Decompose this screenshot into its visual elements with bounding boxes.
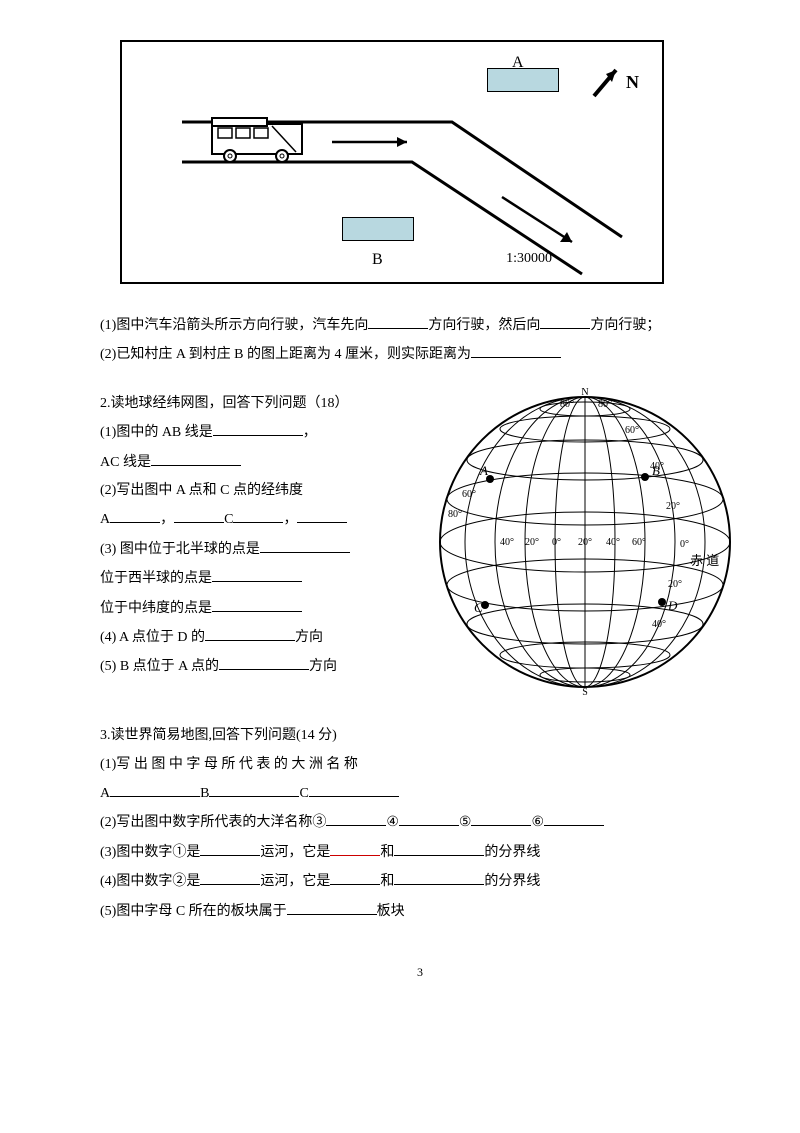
blank: [260, 538, 350, 553]
q3-4-mid1: 运河，它是: [260, 874, 330, 889]
q1-1-pre: (1)图中汽车沿箭头所示方向行驶，汽车先向: [100, 318, 368, 333]
svg-text:20°: 20°: [525, 537, 539, 548]
svg-text:B: B: [652, 463, 660, 478]
blank: [212, 567, 302, 582]
blank: [209, 782, 299, 797]
svg-text:20°: 20°: [668, 579, 682, 590]
blank: [200, 870, 260, 885]
svg-text:赤 道: 赤 道: [690, 553, 719, 568]
q3-4-mid2: 和: [380, 874, 394, 889]
svg-text:20°: 20°: [578, 537, 592, 548]
question-1: (1)图中汽车沿箭头所示方向行驶，汽车先向 方向行驶，然后向 方向行驶； (2)已知…: [100, 314, 740, 367]
q3-4-pre: (4)图中数字②是: [100, 874, 200, 889]
q2-1a: (1)图中的 AB 线是: [100, 425, 213, 440]
svg-text:60°: 60°: [625, 425, 639, 436]
svg-text:S: S: [582, 687, 588, 697]
svg-text:60°: 60°: [632, 537, 646, 548]
question-2: 2.读地球经纬网图，回答下列问题（18） (1)图中的 AB 线是 ， AC 线是…: [100, 387, 740, 705]
q1-1-end: 方向行驶；: [590, 318, 660, 333]
q3-5-pre: (5)图中字母 C 所在的板块属于: [100, 904, 287, 919]
q3-2-4: ④: [386, 815, 399, 830]
blank: [540, 314, 590, 329]
question-3: 3.读世界简易地图,回答下列问题(14 分) (1)写 出 图 中 字 母 所 …: [100, 725, 740, 923]
blank: [174, 508, 224, 523]
blank: [471, 811, 531, 826]
svg-text:80°: 80°: [560, 399, 574, 410]
blank: [200, 841, 260, 856]
q2-4-end: 方向: [295, 630, 323, 645]
blank: [151, 451, 241, 466]
svg-text:40°: 40°: [606, 537, 620, 548]
q2-3b: 位于西半球的点是: [100, 571, 212, 586]
q2-4: (4) A 点位于 D 的: [100, 630, 205, 645]
blank: [330, 841, 380, 856]
svg-text:0°: 0°: [680, 539, 689, 550]
q2-2: (2)写出图中 A 点和 C 点的经纬度: [100, 480, 420, 502]
blank: [287, 900, 377, 915]
q2-title: 2.读地球经纬网图，回答下列问题（18）: [100, 393, 420, 415]
q3-1-c: C: [299, 786, 308, 801]
blank: [309, 782, 399, 797]
blank: [205, 626, 295, 641]
q2-2-a: A: [100, 512, 110, 527]
blank: [399, 811, 459, 826]
blank: [233, 508, 283, 523]
svg-text:C: C: [474, 600, 483, 615]
q3-3-end: 的分界线: [484, 845, 540, 860]
road-lines: [122, 42, 662, 282]
q3-3-pre: (3)图中数字①是: [100, 845, 200, 860]
q2-5: (5) B 点位于 A 点的: [100, 659, 219, 674]
svg-text:D: D: [667, 598, 678, 613]
q3-5-end: 板块: [377, 904, 405, 919]
svg-text:0°: 0°: [552, 537, 561, 548]
q2-comma1: ，: [160, 512, 174, 527]
blank: [219, 655, 309, 670]
svg-text:80°: 80°: [598, 399, 612, 410]
q3-3-mid2: 和: [380, 845, 394, 860]
blank: [394, 841, 484, 856]
q3-1: (1)写 出 图 中 字 母 所 代 表 的 大 洲 名 称: [100, 754, 740, 776]
svg-text:N: N: [581, 387, 588, 398]
scale-label: 1:30000: [506, 248, 552, 270]
q3-2-6: ⑥: [531, 815, 544, 830]
blank: [394, 870, 484, 885]
q3-2-5: ⑤: [459, 815, 472, 830]
q3-1-b: B: [200, 786, 209, 801]
q2-1b: AC 线是: [100, 455, 151, 470]
q2-2-c: C: [224, 512, 233, 527]
q2-3c: 位于中纬度的点是: [100, 601, 212, 616]
blank: [110, 508, 160, 523]
road-diagram: A N B 1:30000: [120, 40, 664, 284]
svg-text:40°: 40°: [652, 619, 666, 630]
q1-2-pre: (2)已知村庄 A 到村庄 B 的图上距离为 4 厘米，则实际距离为: [100, 347, 471, 362]
q3-1-a: A: [100, 786, 110, 801]
q2-comma2: ，: [283, 512, 297, 527]
q2-1a-end: ，: [303, 425, 317, 440]
blank: [544, 811, 604, 826]
q3-title: 3.读世界简易地图,回答下列问题(14 分): [100, 725, 740, 747]
blank: [326, 811, 386, 826]
globe-diagram: N 80° 80° 60° 40° 20° 0° 20° 40° 40° 20°…: [430, 387, 740, 705]
q2-3: (3) 图中位于北半球的点是: [100, 542, 260, 557]
blank: [110, 782, 200, 797]
svg-text:60°: 60°: [462, 489, 476, 500]
svg-text:80°: 80°: [448, 509, 462, 520]
svg-text:A: A: [479, 463, 488, 478]
blank: [368, 314, 428, 329]
blank: [330, 870, 380, 885]
page-number: 3: [100, 963, 740, 982]
q3-2: (2)写出图中数字所代表的大洋名称③: [100, 815, 326, 830]
q3-3-mid1: 运河，它是: [260, 845, 330, 860]
blank: [297, 508, 347, 523]
q2-5-end: 方向: [309, 659, 337, 674]
svg-text:20°: 20°: [666, 501, 680, 512]
blank: [212, 597, 302, 612]
q3-4-end: 的分界线: [484, 874, 540, 889]
blank: [471, 343, 561, 358]
svg-text:40°: 40°: [500, 537, 514, 548]
q1-1-mid: 方向行驶，然后向: [428, 318, 540, 333]
label-b: B: [372, 247, 383, 273]
building-b: [342, 217, 414, 241]
blank: [213, 421, 303, 436]
